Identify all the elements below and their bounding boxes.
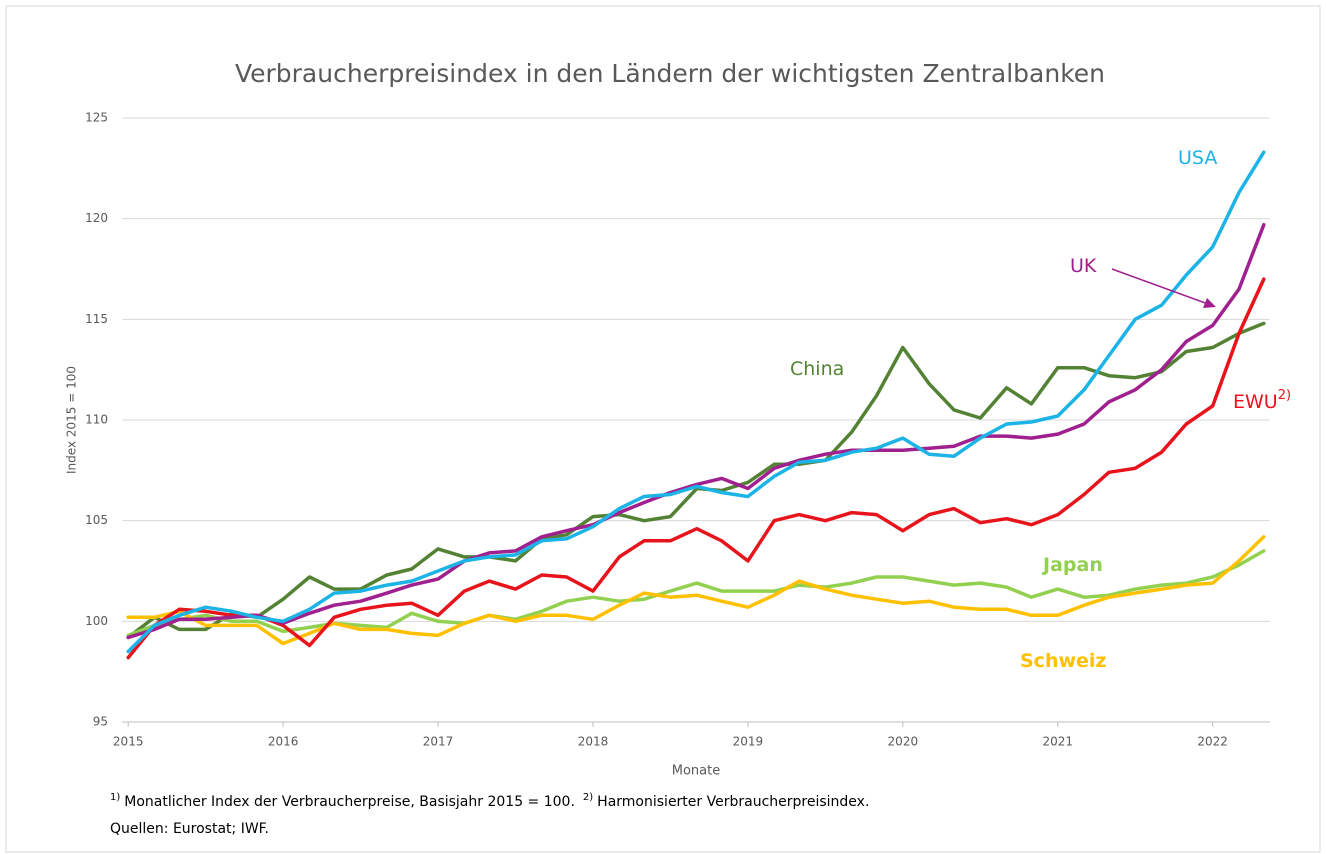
series-line (126, 321, 1266, 640)
series-label-name: Japan (1041, 554, 1103, 576)
series-label: USA (1178, 147, 1217, 169)
footnote-text: Harmonisierter Verbraucherpreisindex. (597, 794, 869, 810)
series-label-superscript: 2) (1278, 388, 1291, 403)
series-line (126, 535, 1266, 646)
annotation-arrowhead (1203, 298, 1216, 308)
annotation-arrow (1111, 268, 1209, 305)
y-tick-label: 115 (85, 312, 108, 326)
series-label-name: Schweiz (1020, 650, 1106, 672)
footnote-mark: 2) (583, 792, 593, 803)
y-tick-label: 100 (85, 614, 108, 628)
series-label: Schweiz (1020, 650, 1106, 672)
x-tick-label: 2021 (1042, 735, 1073, 749)
y-tick-label: 120 (85, 211, 108, 225)
series-label: EWU2) (1233, 388, 1291, 413)
y-tick-label: 125 (85, 111, 108, 125)
x-tick-label: 2022 (1197, 735, 1228, 749)
y-tick-label: 105 (85, 513, 108, 527)
x-tick-label: 2016 (268, 735, 299, 749)
source: Quellen: Eurostat; IWF. (110, 821, 269, 837)
footnote-mark: 1) (110, 792, 120, 803)
x-axis-label: Monate (672, 764, 720, 779)
series-label-name: EWU (1233, 391, 1278, 413)
footnote: 1) Monatlicher Index der Verbraucherpreis… (110, 792, 869, 810)
series-label: China (790, 358, 844, 380)
x-tick-label: 2018 (578, 735, 609, 749)
series-line (126, 277, 1266, 660)
series-label-name: USA (1178, 147, 1217, 169)
series-line (126, 549, 1266, 638)
chart-frame (5, 5, 1321, 853)
series-label: Japan (1041, 554, 1103, 576)
x-tick-label: 2015 (113, 735, 144, 749)
series-line (126, 222, 1266, 640)
series-label-name: UK (1070, 255, 1097, 277)
series-line (126, 150, 1266, 654)
y-axis-label: Index 2015 = 100 (65, 366, 79, 474)
y-tick-label: 95 (93, 715, 108, 729)
x-tick-label: 2017 (423, 735, 454, 749)
y-tick-label: 110 (85, 413, 108, 427)
series-label-name: China (790, 358, 844, 380)
series-label: UK (1070, 255, 1097, 277)
chart-title: Verbraucherpreisindex in den Ländern der… (235, 59, 1105, 88)
footnote-text: Monatlicher Index der Verbraucherpreise,… (124, 794, 575, 810)
x-tick-label: 2019 (733, 735, 764, 749)
x-tick-label: 2020 (888, 735, 919, 749)
